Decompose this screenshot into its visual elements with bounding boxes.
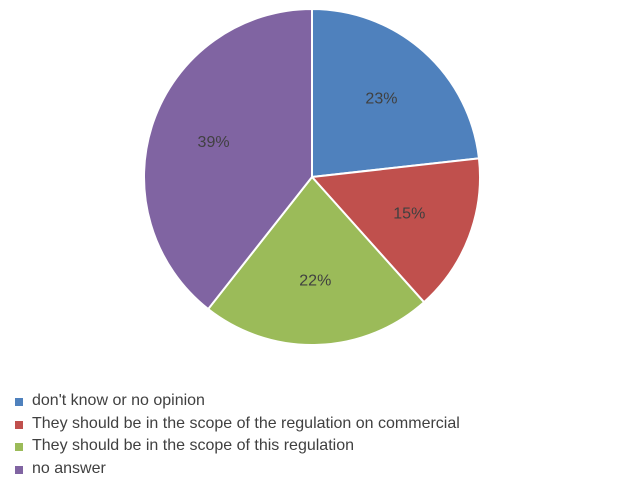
pie-slice-this-regulation bbox=[206, 175, 426, 346]
legend-swatch-this-regulation bbox=[15, 443, 23, 451]
legend-label-dont-know: don't know or no opinion bbox=[32, 392, 205, 409]
pie-slice-dont-know bbox=[311, 7, 481, 179]
legend: don't know or no opinion They should be … bbox=[10, 390, 620, 480]
legend-swatch-dont-know bbox=[15, 398, 23, 406]
pie-slice-commercial-regulation bbox=[309, 157, 481, 304]
legend-label-this-regulation: They should be in the scope of this regu… bbox=[32, 437, 354, 454]
legend-item-commercial-regulation: They should be in the scope of the regul… bbox=[10, 413, 620, 436]
legend-label-no-answer: no answer bbox=[32, 459, 106, 477]
legend-label-commercial-regulation: They should be in the scope of the regul… bbox=[32, 414, 460, 432]
data-label-dont-know: 23% bbox=[365, 91, 397, 108]
pie-slice-no-answer bbox=[143, 7, 313, 311]
data-label-commercial-regulation: 15% bbox=[393, 205, 425, 222]
data-label-no-answer: 39% bbox=[198, 134, 230, 151]
data-label-this-regulation: 22% bbox=[299, 272, 331, 289]
legend-item-this-regulation: They should be in the scope of this regu… bbox=[10, 435, 620, 458]
legend-item-no-answer: no answer bbox=[10, 458, 620, 481]
legend-swatch-commercial-regulation bbox=[15, 420, 23, 429]
legend-item-dont-know: don't know or no opinion bbox=[10, 390, 620, 413]
legend-swatch-no-answer bbox=[15, 465, 23, 474]
